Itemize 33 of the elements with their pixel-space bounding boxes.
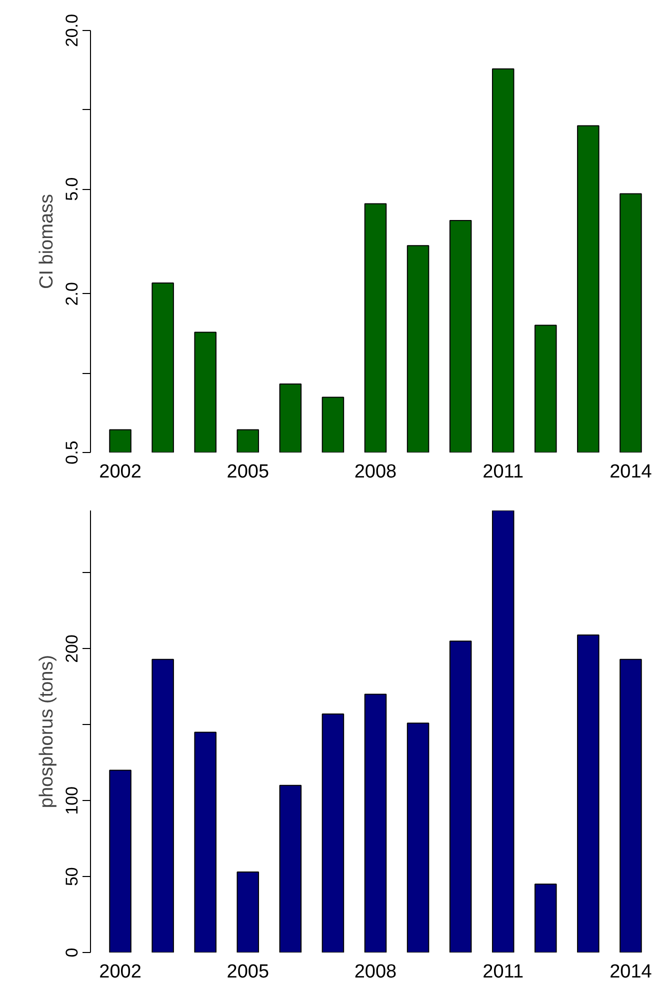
y-axis-title: CI biomass	[36, 194, 58, 290]
x-tick-label: 2014	[610, 962, 652, 982]
y-tick-label: 0	[62, 948, 82, 958]
bar	[194, 732, 216, 952]
x-tick-label: 2008	[354, 962, 397, 982]
x-tick-label: 2011	[482, 962, 524, 982]
bar	[577, 634, 600, 952]
y-tick-label: 200	[62, 634, 82, 663]
y-tick-label: 20.0	[62, 14, 82, 48]
bar	[620, 658, 642, 952]
y-tick-label: 100	[62, 786, 82, 815]
bar	[492, 510, 514, 952]
x-tick-label: 2014	[610, 462, 652, 482]
bar	[236, 872, 260, 952]
x-tick-label: 2005	[226, 462, 270, 482]
y-tick-label: 2.0	[62, 282, 82, 306]
bar	[279, 784, 302, 952]
x-tick-label: 2002	[99, 462, 142, 482]
y-axis-title: phosphorus (tons)	[36, 654, 58, 808]
bar	[406, 722, 430, 952]
bar	[534, 884, 557, 952]
bar	[152, 658, 174, 952]
bar	[322, 714, 344, 952]
bar	[364, 694, 387, 952]
y-tick-label: 50	[62, 867, 82, 886]
bar	[109, 770, 132, 952]
x-tick-label: 2005	[226, 962, 270, 982]
y-tick-label: 0.5	[62, 440, 82, 464]
bar	[449, 640, 472, 952]
x-tick-label: 2008	[354, 462, 397, 482]
y-tick-label: 5.0	[62, 177, 82, 201]
x-tick-label: 2002	[99, 962, 142, 982]
x-tick-label: 2011	[482, 462, 524, 482]
